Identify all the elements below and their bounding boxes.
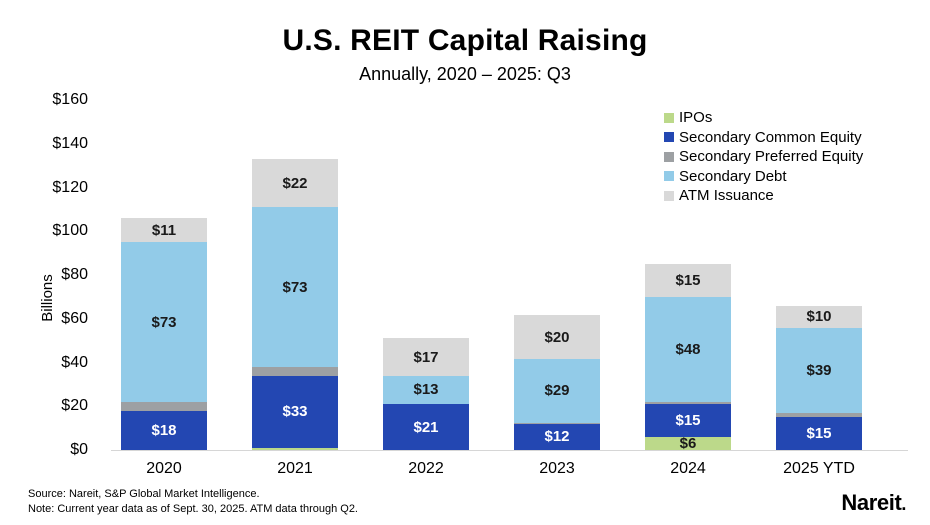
y-tick-label: $60 <box>61 309 88 327</box>
stacked-bar-2023: $12 $29 $20 <box>514 315 600 450</box>
bar-segment: $29 <box>514 359 600 423</box>
note-line: Note: Current year data as of Sept. 30, … <box>28 503 358 515</box>
stacked-bar-2021: $33 $73 $22 <box>252 159 338 450</box>
bar-segment <box>252 366 338 376</box>
nareit-logo: Nareit. <box>841 490 906 516</box>
x-axis-baseline <box>111 450 908 451</box>
legend-item: Secondary Common Equity <box>664 128 863 148</box>
bar-segment: $13 <box>383 375 469 405</box>
x-category-label: 2022 <box>408 460 444 477</box>
bar-value-label: $15 <box>806 425 832 443</box>
bar-segment: $22 <box>252 159 338 208</box>
bar-value-label: $15 <box>675 271 701 289</box>
bar-value-label: $17 <box>413 348 439 366</box>
bar-segment: $21 <box>383 404 469 450</box>
legend-item: ATM Issuance <box>664 186 863 206</box>
bar-segment <box>645 401 731 405</box>
bar-value-label: $6 <box>679 434 697 452</box>
x-category-label: 2025 YTD <box>783 460 855 477</box>
legend-item: IPOs <box>664 108 863 128</box>
stacked-bar-2024: $6 $15 $48 $15 <box>645 264 731 452</box>
y-tick-label: $20 <box>61 397 88 415</box>
source-line: Source: Nareit, S&P Global Market Intell… <box>28 488 260 500</box>
nareit-logo-dot: . <box>901 494 906 514</box>
bar-value-label: $48 <box>675 340 701 358</box>
legend-item: Secondary Preferred Equity <box>664 147 863 167</box>
legend-swatch-icon <box>664 190 674 201</box>
x-category-label: 2021 <box>277 460 313 477</box>
bar-segment <box>514 422 600 424</box>
bar-value-label: $15 <box>675 411 701 429</box>
legend-swatch-icon <box>664 151 674 162</box>
legend-item: Secondary Debt <box>664 167 863 187</box>
bar-segment: $18 <box>121 410 207 450</box>
x-category-label: 2024 <box>670 460 706 477</box>
bar-segment: $6 <box>645 434 731 452</box>
bar-segment: $20 <box>514 315 600 360</box>
bar-segment: $11 <box>121 218 207 243</box>
legend-label: Secondary Debt <box>679 167 787 185</box>
bar-value-label: $73 <box>151 313 177 331</box>
y-tick-label: $40 <box>61 353 88 371</box>
legend-label: ATM Issuance <box>679 187 774 204</box>
stacked-bar-2022: $21 $13 $17 <box>383 338 469 450</box>
bar-value-label: $20 <box>544 328 570 346</box>
bar-value-label: $12 <box>544 428 570 446</box>
y-tick-label: $140 <box>52 134 88 152</box>
bar-value-label: $21 <box>413 418 439 436</box>
y-tick-label: $160 <box>52 91 88 108</box>
bar-value-label: $39 <box>806 361 832 379</box>
legend-label: Secondary Common Equity <box>679 128 862 146</box>
bar-segment: $17 <box>383 338 469 376</box>
bar-segment <box>776 412 862 418</box>
y-tick-label: $80 <box>61 266 88 283</box>
legend-label: IPOs <box>679 109 713 126</box>
source-note: Source: Nareit, S&P Global Market Intell… <box>28 487 358 517</box>
nareit-logo-text: Nareit <box>841 490 902 515</box>
legend: IPOs Secondary Common Equity Secondary Pre… <box>664 108 863 206</box>
stacked-bar-2025-ytd: $15 $39 $10 <box>776 305 862 450</box>
bar-segment: $15 <box>645 404 731 437</box>
y-tick-label: $0 <box>70 441 88 458</box>
legend-swatch-icon <box>664 132 674 143</box>
bar-segment: $39 <box>776 327 862 413</box>
bar-segment: $10 <box>776 305 862 328</box>
bar-segment <box>121 401 207 411</box>
bar-segment: $48 <box>645 296 731 402</box>
bar-segment: $15 <box>776 417 862 450</box>
bar-value-label: $13 <box>413 381 439 399</box>
y-tick-label: $100 <box>52 222 88 240</box>
bar-value-label: $10 <box>806 308 832 326</box>
plot-area: $18 $73 $11 $33 $73 $22 $21 $13 $17 $12 $29 $20 $6 $1… <box>95 100 910 452</box>
bar-segment: $73 <box>252 207 338 367</box>
legend-label: Secondary Preferred Equity <box>679 148 864 165</box>
legend-swatch-icon <box>664 171 674 182</box>
bar-segment <box>252 447 338 450</box>
bar-segment: $12 <box>514 423 600 450</box>
x-category-label: 2023 <box>539 460 575 477</box>
bar-value-label: $18 <box>151 421 177 439</box>
page-subtitle: Annually, 2020 – 2025: Q3 <box>359 64 571 84</box>
bar-segment: $15 <box>645 264 731 297</box>
bar-value-label: $73 <box>282 278 308 296</box>
x-category-label: 2020 <box>146 460 182 477</box>
bar-value-label: $22 <box>282 174 308 192</box>
bar-value-label: $29 <box>544 382 570 400</box>
legend-swatch-icon <box>664 112 674 123</box>
bar-value-label: $33 <box>282 403 308 421</box>
page-title: U.S. REIT Capital Raising <box>282 24 648 57</box>
bar-segment: $73 <box>121 242 207 402</box>
y-tick-label: $120 <box>52 178 88 196</box>
stacked-bar-2020: $18 $73 $11 <box>121 218 207 450</box>
bar-value-label: $11 <box>151 221 177 239</box>
bar-segment: $33 <box>252 375 338 448</box>
